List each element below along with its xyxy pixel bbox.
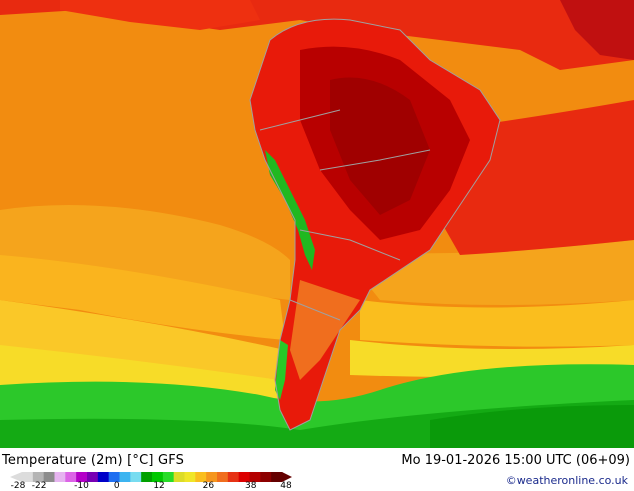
colorbar-swatch	[108, 472, 120, 482]
colorbar-tick-label: 38	[245, 481, 257, 491]
forecast-datetime: Mo 19-01-2026 15:00 UTC (06+09)	[401, 453, 630, 468]
credit-link[interactable]: ©weatheronline.co.uk	[505, 474, 628, 487]
colorbar-swatch	[119, 472, 131, 482]
colorbar-swatch	[54, 472, 66, 482]
colorbar-tick-label: -28	[10, 481, 26, 491]
colorbar-swatch	[195, 472, 207, 482]
map-title: Temperature (2m) [°C] GFS	[2, 453, 185, 468]
temperature-field	[0, 0, 634, 448]
colorbar-tick-label: 48	[280, 481, 292, 491]
colorbar-tick-label: 0	[113, 481, 120, 491]
colorbar-tick-label: 12	[153, 481, 165, 491]
colorbar-swatch	[22, 472, 34, 482]
country-borders	[259, 109, 431, 321]
colorbar-swatch	[206, 472, 218, 482]
colorbar-swatch	[65, 472, 77, 482]
colorbar-swatch	[32, 472, 45, 482]
colorbar-swatch	[217, 472, 229, 482]
map-footer: Temperature (2m) [°C] GFS Mo 19-01-2026 …	[0, 448, 634, 491]
colorbar-swatch	[130, 472, 142, 482]
colorbar-swatch	[173, 472, 185, 482]
coastline	[249, 18, 501, 431]
colorbar-tick-label: 26	[202, 481, 215, 491]
colorbar-swatch	[141, 472, 153, 482]
colorbar-swatch	[271, 472, 283, 482]
colorbar-swatch	[227, 472, 240, 482]
colorbar-swatch	[87, 472, 99, 482]
colorbar-swatch	[260, 472, 272, 482]
colorbar-tick-label: -22	[31, 481, 47, 491]
colorbar-swatch	[238, 472, 250, 482]
colorbar-swatch	[152, 472, 164, 482]
colorbar-max-arrow	[282, 472, 292, 482]
ocean-mild-band	[0, 300, 285, 380]
colorbar-swatch	[43, 472, 55, 482]
colorbar-swatch	[76, 472, 88, 482]
colorbar-min-arrow	[10, 472, 22, 482]
colorbar-swatch	[162, 472, 175, 482]
colorbar-swatch	[249, 472, 261, 482]
colorbar-swatch	[97, 472, 110, 482]
colorbar-swatch	[184, 472, 196, 482]
temperature-map[interactable]	[0, 0, 634, 448]
temperature-colorbar	[10, 472, 292, 482]
colorbar-tick-label: -10	[74, 481, 89, 491]
